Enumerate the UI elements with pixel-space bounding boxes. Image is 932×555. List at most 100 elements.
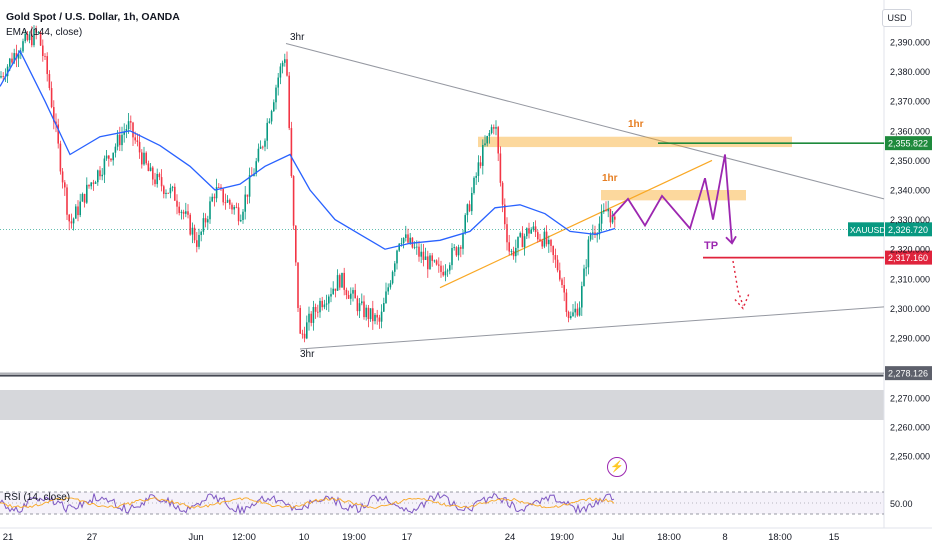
- x-tick-label: 17: [402, 532, 413, 543]
- lightning-icon[interactable]: ⚡: [607, 457, 627, 477]
- candle-body: [156, 173, 158, 185]
- candle-body: [589, 234, 592, 240]
- candle-body: [424, 256, 427, 260]
- candle-body: [180, 211, 183, 213]
- candle-body: [356, 298, 359, 312]
- candle-body: [6, 66, 9, 77]
- candle-body: [504, 204, 506, 225]
- candle-body: [376, 314, 378, 318]
- candle-body: [598, 223, 601, 235]
- candle-body: [383, 303, 385, 312]
- candle-body: [358, 303, 361, 312]
- candle-body: [68, 214, 70, 222]
- price-label: 2,355.822: [888, 139, 928, 149]
- price-label: 2,326.720: [888, 225, 928, 235]
- candle-body: [273, 102, 275, 112]
- candle-body: [248, 175, 251, 197]
- candle-body: [328, 296, 330, 304]
- candle-body: [475, 175, 477, 178]
- candle-body: [279, 66, 282, 78]
- candle-body: [413, 247, 416, 248]
- candle-body: [605, 210, 607, 212]
- candle-body: [603, 210, 605, 212]
- candle-body: [292, 176, 295, 226]
- candle-body: [134, 137, 136, 141]
- candle-body: [332, 288, 334, 295]
- candle-body: [435, 260, 438, 265]
- candle-body: [512, 251, 515, 257]
- candle-body: [460, 247, 462, 249]
- candle-body: [317, 311, 319, 313]
- y-tick-label: 2,260.000: [890, 423, 930, 433]
- candle-body: [198, 234, 200, 247]
- candle-body: [35, 29, 37, 33]
- candle-body: [391, 271, 394, 284]
- candle-body: [567, 311, 570, 319]
- candle-body: [246, 194, 249, 197]
- y-tick-label: 2,390.000: [890, 38, 930, 48]
- candle-body: [446, 270, 449, 272]
- candle-body: [176, 200, 178, 207]
- upper-trendline: [285, 42, 885, 200]
- candle-body: [493, 127, 495, 129]
- candle-body: [508, 242, 510, 252]
- candle-body: [389, 283, 392, 288]
- ema-indicator-label: EMA (144, close): [6, 27, 83, 38]
- candle-body: [72, 218, 75, 224]
- y-tick-label: 2,360.000: [890, 126, 930, 136]
- candle-body: [455, 247, 458, 256]
- candle-body: [202, 218, 205, 232]
- ema-line: [0, 49, 616, 250]
- candle-body: [468, 204, 471, 212]
- candle-body: [585, 267, 587, 269]
- lower-trendline: [299, 306, 885, 350]
- candle-body: [99, 170, 101, 177]
- candle-body: [341, 272, 343, 288]
- candle-body: [325, 303, 328, 305]
- candle-body: [17, 54, 20, 59]
- candle-body: [266, 122, 268, 141]
- candle-body: [48, 74, 51, 89]
- candle-body: [471, 192, 473, 212]
- candle-body: [479, 162, 482, 166]
- candle-body: [380, 311, 383, 322]
- grey-band: [0, 390, 884, 420]
- candle-body: [565, 292, 568, 312]
- candle-body: [143, 152, 145, 165]
- x-tick-label: 12:00: [232, 532, 256, 543]
- x-tick-label: Jul: [612, 532, 624, 543]
- candle-body: [330, 294, 332, 297]
- candle-body: [420, 251, 422, 257]
- symbol-title: Gold Spot / U.S. Dollar, 1h, OANDA: [6, 11, 180, 23]
- candle-body: [367, 307, 370, 320]
- candle-body: [387, 287, 389, 292]
- candle-body: [147, 163, 150, 172]
- candle-body: [75, 206, 77, 219]
- x-tick-label: 24: [505, 532, 516, 543]
- annotation-label: 1hr: [628, 119, 644, 130]
- candle-body: [495, 127, 497, 129]
- candle-body: [235, 206, 238, 208]
- candle-body: [33, 29, 35, 46]
- candle-body: [354, 290, 356, 299]
- currency-button[interactable]: USD: [882, 9, 912, 27]
- x-tick-label: 19:00: [342, 532, 366, 543]
- candle-body: [570, 316, 572, 319]
- candle-body: [28, 34, 31, 41]
- supply-zone: [601, 190, 746, 201]
- candle-body: [46, 56, 48, 75]
- candle-body: [209, 201, 211, 220]
- candle-body: [378, 317, 381, 322]
- candle-body: [490, 127, 493, 134]
- candle-body: [345, 289, 348, 296]
- price-label-box: [885, 250, 932, 265]
- candle-body: [0, 76, 2, 78]
- candle-body: [61, 171, 64, 183]
- candle-body: [110, 158, 112, 161]
- x-tick-label: 21: [3, 532, 14, 543]
- candle-body: [609, 209, 612, 223]
- candle-body: [70, 221, 73, 224]
- candle-body: [171, 186, 174, 188]
